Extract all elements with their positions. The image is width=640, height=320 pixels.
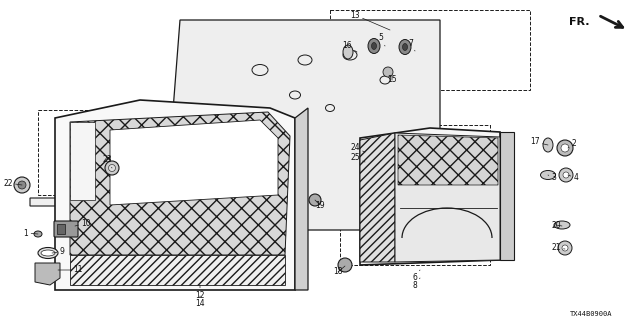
FancyBboxPatch shape bbox=[54, 221, 78, 237]
Polygon shape bbox=[55, 100, 295, 290]
Bar bbox=[340, 125, 490, 265]
Ellipse shape bbox=[554, 221, 570, 229]
Text: 18: 18 bbox=[333, 266, 345, 276]
Text: 13: 13 bbox=[350, 11, 390, 30]
Text: 23: 23 bbox=[102, 156, 112, 168]
Text: 15: 15 bbox=[387, 76, 397, 84]
Circle shape bbox=[562, 245, 568, 251]
Circle shape bbox=[563, 172, 569, 178]
Ellipse shape bbox=[543, 138, 553, 152]
Text: 17: 17 bbox=[530, 138, 548, 147]
Text: 3: 3 bbox=[548, 173, 556, 182]
Polygon shape bbox=[70, 122, 95, 200]
Text: 2: 2 bbox=[568, 139, 577, 148]
Ellipse shape bbox=[399, 39, 411, 54]
Text: 5: 5 bbox=[379, 34, 385, 46]
Text: 10: 10 bbox=[75, 219, 91, 228]
Text: 19: 19 bbox=[315, 200, 325, 210]
Polygon shape bbox=[395, 133, 500, 262]
Polygon shape bbox=[70, 112, 290, 255]
Bar bbox=[330, 10, 530, 90]
FancyBboxPatch shape bbox=[57, 224, 65, 234]
Text: 8: 8 bbox=[413, 278, 420, 291]
Circle shape bbox=[212, 105, 218, 111]
Circle shape bbox=[109, 164, 115, 172]
Polygon shape bbox=[295, 108, 308, 290]
Polygon shape bbox=[35, 263, 60, 285]
Text: TX44B0900A: TX44B0900A bbox=[570, 311, 612, 317]
Text: 11: 11 bbox=[58, 266, 83, 275]
Text: 22: 22 bbox=[3, 179, 22, 188]
Ellipse shape bbox=[368, 38, 380, 53]
Ellipse shape bbox=[41, 250, 55, 256]
Circle shape bbox=[18, 181, 26, 189]
Circle shape bbox=[338, 258, 352, 272]
Text: 20: 20 bbox=[551, 220, 562, 229]
Circle shape bbox=[559, 168, 573, 182]
Bar bbox=[38, 110, 270, 195]
Text: 7: 7 bbox=[408, 38, 415, 51]
Circle shape bbox=[14, 177, 30, 193]
Circle shape bbox=[383, 67, 393, 77]
Ellipse shape bbox=[403, 44, 408, 51]
Polygon shape bbox=[168, 20, 440, 230]
Text: 12: 12 bbox=[195, 285, 205, 300]
Ellipse shape bbox=[541, 171, 556, 180]
Text: 16: 16 bbox=[342, 42, 357, 52]
Circle shape bbox=[561, 144, 569, 152]
Text: 6: 6 bbox=[413, 270, 420, 283]
Ellipse shape bbox=[371, 43, 376, 50]
Text: 4: 4 bbox=[568, 173, 579, 182]
Ellipse shape bbox=[38, 247, 58, 259]
Circle shape bbox=[105, 161, 119, 175]
Text: 21: 21 bbox=[551, 244, 565, 252]
Circle shape bbox=[557, 140, 573, 156]
Text: 1: 1 bbox=[24, 228, 38, 237]
Circle shape bbox=[558, 241, 572, 255]
Polygon shape bbox=[110, 120, 278, 205]
Text: 14: 14 bbox=[195, 296, 205, 308]
Polygon shape bbox=[360, 133, 395, 262]
Ellipse shape bbox=[34, 231, 42, 237]
Text: 24: 24 bbox=[350, 143, 365, 153]
Polygon shape bbox=[70, 255, 285, 285]
Polygon shape bbox=[398, 135, 498, 185]
Text: FR.: FR. bbox=[570, 17, 590, 27]
Ellipse shape bbox=[343, 45, 353, 59]
Polygon shape bbox=[500, 132, 514, 260]
Polygon shape bbox=[360, 128, 500, 265]
Circle shape bbox=[309, 194, 321, 206]
Text: 9: 9 bbox=[52, 247, 65, 257]
Text: 25: 25 bbox=[350, 154, 365, 163]
Polygon shape bbox=[30, 150, 455, 206]
